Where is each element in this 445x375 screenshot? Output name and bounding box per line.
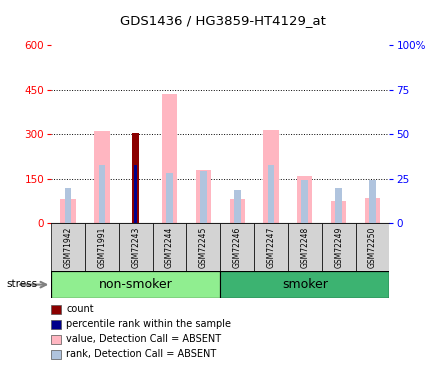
Bar (94, 131, 109, 223)
Bar (186, 223, 220, 272)
Bar (220, 271, 389, 298)
Text: GDS1436 / HG3859-HT4129_at: GDS1436 / HG3859-HT4129_at (120, 14, 325, 27)
Bar (263, 130, 279, 223)
Text: GSM71991: GSM71991 (97, 227, 106, 268)
Text: GSM71942: GSM71942 (64, 227, 73, 268)
Text: smoker: smoker (282, 278, 328, 291)
Bar (267, 165, 275, 223)
Text: GSM72248: GSM72248 (300, 227, 309, 268)
Text: GSM72243: GSM72243 (131, 227, 140, 268)
Text: GSM72247: GSM72247 (267, 227, 275, 268)
Bar (322, 223, 356, 272)
Text: GSM72246: GSM72246 (233, 227, 242, 268)
Text: GSM72245: GSM72245 (199, 227, 208, 268)
Bar (220, 223, 254, 272)
Bar (356, 223, 389, 272)
Bar (365, 198, 380, 223)
Text: GSM72249: GSM72249 (334, 227, 343, 268)
Bar (51, 223, 85, 272)
Bar (134, 165, 138, 223)
Bar (200, 171, 207, 223)
Bar (297, 176, 312, 223)
Bar (331, 201, 346, 223)
Text: stress: stress (7, 279, 38, 289)
Text: GSM72250: GSM72250 (368, 227, 377, 268)
Bar (230, 200, 245, 223)
Text: non-smoker: non-smoker (99, 278, 173, 291)
Bar (166, 172, 173, 223)
Bar (65, 188, 72, 223)
Bar (132, 133, 139, 223)
Bar (51, 271, 220, 298)
Bar (301, 180, 308, 223)
Bar (61, 200, 76, 223)
Bar (234, 190, 241, 223)
Bar (153, 223, 186, 272)
Bar (369, 180, 376, 223)
Text: rank, Detection Call = ABSENT: rank, Detection Call = ABSENT (66, 350, 217, 359)
Bar (288, 223, 322, 272)
Text: percentile rank within the sample: percentile rank within the sample (66, 320, 231, 329)
Bar (196, 170, 211, 223)
Text: value, Detection Call = ABSENT: value, Detection Call = ABSENT (66, 334, 222, 344)
Bar (162, 94, 177, 223)
Bar (335, 188, 342, 223)
Bar (254, 223, 288, 272)
Text: count: count (66, 304, 94, 314)
Bar (85, 223, 119, 272)
Bar (119, 223, 153, 272)
Text: GSM72244: GSM72244 (165, 227, 174, 268)
Bar (98, 165, 105, 223)
